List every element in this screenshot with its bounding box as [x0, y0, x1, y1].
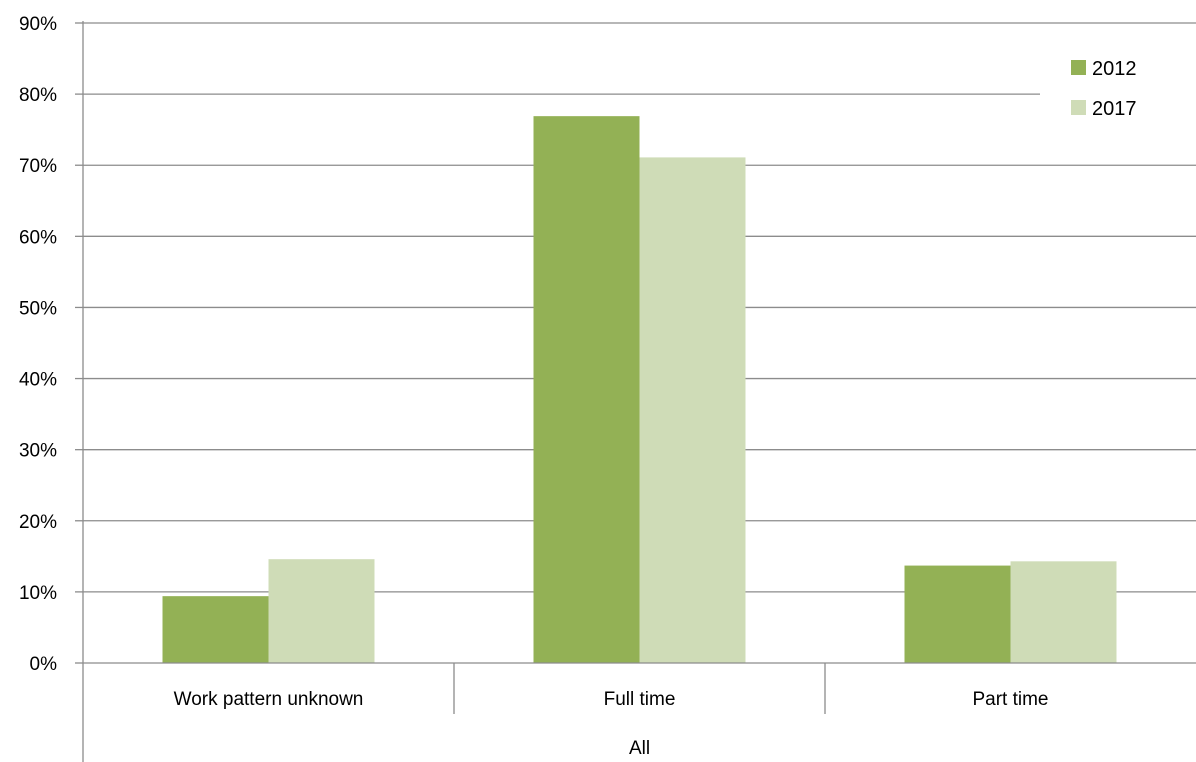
- y-tick-label: 70%: [19, 156, 57, 177]
- legend-label-2012: 2012: [1092, 58, 1137, 80]
- y-tick-label: 90%: [19, 14, 57, 35]
- y-tick-label: 0%: [30, 654, 58, 675]
- legend-swatch-2017: [1071, 100, 1086, 115]
- legend-background: [1040, 50, 1196, 140]
- bar-2017-2: [1010, 561, 1117, 663]
- x-category-label: Part time: [972, 689, 1048, 710]
- y-tick-label: 60%: [19, 227, 57, 248]
- x-group-label: All: [629, 738, 650, 759]
- y-tick-label: 80%: [19, 85, 57, 106]
- y-tick-label: 40%: [19, 370, 57, 391]
- legend: 2012 2017: [1040, 50, 1196, 140]
- x-category-label: Full time: [604, 689, 676, 710]
- bar-2017-0: [268, 559, 375, 663]
- bars: [162, 116, 1117, 663]
- legend-swatch-2012: [1071, 60, 1086, 75]
- x-category-label: Work pattern unknown: [174, 689, 364, 710]
- y-tick-label: 30%: [19, 441, 57, 462]
- bar-2012-2: [904, 565, 1011, 663]
- y-tick-label: 50%: [19, 298, 57, 319]
- y-tick-label: 20%: [19, 512, 57, 533]
- y-tick-label: 10%: [19, 583, 57, 604]
- bar-2012-0: [162, 596, 269, 663]
- bar-2012-1: [533, 116, 640, 663]
- legend-label-2017: 2017: [1092, 98, 1137, 120]
- axes: 0% 10% 20% 30% 40% 50% 60% 70% 80% 90% Work patter…: [19, 14, 1196, 762]
- bar-2017-1: [639, 157, 746, 663]
